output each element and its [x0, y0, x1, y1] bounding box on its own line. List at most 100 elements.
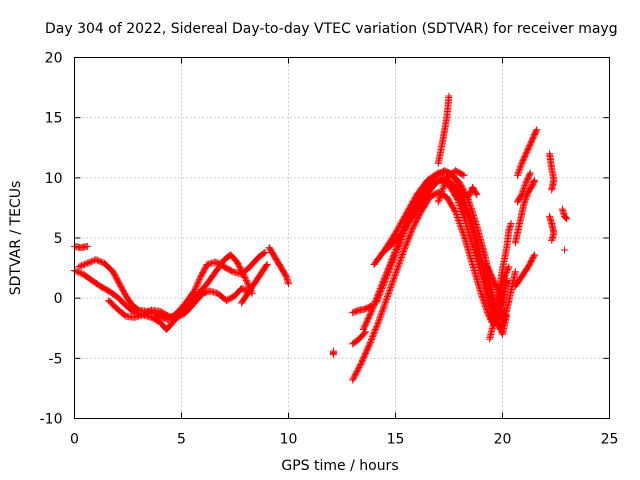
data-point [195, 277, 203, 285]
data-point [86, 258, 94, 266]
data-point [381, 300, 389, 308]
data-point [191, 286, 199, 294]
data-point [407, 227, 415, 235]
data-point [262, 262, 270, 270]
data-point [459, 198, 467, 206]
data-point [372, 299, 380, 307]
x-tick-label: 15 [387, 432, 405, 448]
data-point [192, 283, 200, 291]
y-tick-label: 5 [54, 231, 63, 247]
data-point [386, 287, 394, 295]
data-point [530, 252, 538, 260]
data-point [454, 215, 462, 223]
data-point [398, 252, 406, 260]
series-arc-24 [513, 169, 534, 206]
data-point [367, 337, 375, 345]
data-point [461, 204, 469, 212]
data-point [456, 192, 464, 200]
data-point [195, 275, 203, 283]
series-arc-23 [511, 176, 539, 247]
data-point [522, 180, 530, 188]
data-point [435, 196, 443, 204]
data-point [515, 167, 523, 175]
y-tick-label: -10 [40, 412, 63, 428]
data-point [392, 248, 400, 256]
data-point [517, 162, 525, 170]
data-point [387, 284, 395, 292]
data-point [455, 218, 463, 226]
data-point [260, 249, 268, 257]
data-point [378, 308, 386, 316]
data-point [386, 285, 394, 293]
series-arc-19 [481, 258, 506, 309]
data-point [384, 270, 392, 278]
data-point [531, 251, 539, 259]
data-point [242, 275, 250, 283]
data-point [507, 220, 515, 228]
data-point [460, 201, 468, 209]
data-point [438, 189, 446, 197]
data-point [379, 306, 387, 314]
data-point [439, 186, 447, 194]
series-arc-26 [546, 212, 558, 244]
data-point [190, 287, 198, 295]
data-point [403, 239, 411, 247]
x-axis-label: GPS time / hours [281, 458, 398, 474]
chart-title: Day 304 of 2022, Sidereal Day-to-day VTE… [45, 21, 618, 37]
data-point [394, 243, 402, 251]
data-point [393, 266, 401, 274]
data-point [390, 254, 398, 262]
data-point [520, 183, 528, 191]
data-point [392, 269, 400, 277]
data-point [523, 193, 531, 201]
x-tick-label: 25 [601, 432, 619, 448]
data-point [379, 282, 387, 290]
data-point [193, 281, 201, 289]
series-arc-28 [561, 246, 569, 254]
data-point [382, 274, 390, 282]
data-point [401, 245, 409, 253]
data-point [389, 256, 397, 264]
series-arc-6 [265, 244, 292, 288]
data-point [387, 263, 395, 271]
data-point [261, 248, 269, 256]
data-point [80, 260, 88, 268]
data-point [460, 171, 468, 179]
data-point [435, 195, 443, 203]
data-point [457, 223, 465, 231]
data-point [517, 161, 525, 169]
data-point [388, 260, 396, 268]
data-point [561, 213, 569, 221]
data-point [385, 290, 393, 298]
data-point [384, 269, 392, 277]
data-point [454, 214, 462, 222]
data-point [437, 190, 445, 198]
data-point [92, 256, 100, 264]
data-point [459, 199, 467, 207]
series-arc-18 [486, 220, 515, 343]
data-point [456, 191, 464, 199]
x-tick-label: 5 [177, 432, 186, 448]
data-point [379, 283, 387, 291]
data-point [505, 263, 513, 271]
data-point [194, 278, 202, 286]
series-arc-21 [511, 251, 539, 290]
data-point [511, 268, 519, 276]
data-point [403, 237, 411, 245]
y-tick-label: 0 [54, 291, 63, 307]
data-point [396, 238, 404, 246]
data-point [455, 217, 463, 225]
data-point [383, 273, 391, 281]
data-point [457, 224, 465, 232]
data-point [401, 243, 409, 251]
data-point [395, 260, 403, 268]
data-point [523, 191, 531, 199]
data-point [380, 303, 388, 311]
data-point [244, 279, 252, 287]
data-point [396, 257, 404, 265]
data-point [438, 187, 446, 195]
data-point [436, 192, 444, 200]
data-point [381, 277, 389, 285]
data-point [95, 257, 103, 265]
series-arc-9 [349, 328, 370, 348]
